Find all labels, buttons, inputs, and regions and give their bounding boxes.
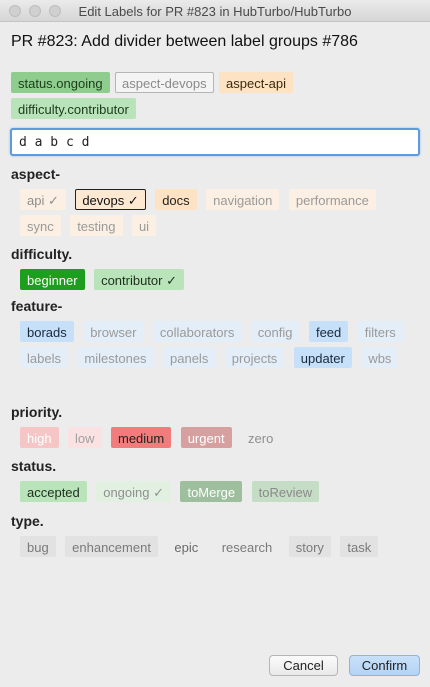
- group-title: status.: [11, 458, 57, 474]
- label-chip[interactable]: milestones: [77, 347, 154, 368]
- close-window-icon[interactable]: [9, 5, 21, 17]
- zoom-window-icon[interactable]: [49, 5, 61, 17]
- selected-label-chip[interactable]: aspect-devops: [115, 72, 214, 93]
- label-chip[interactable]: bug: [20, 536, 56, 557]
- label-chip[interactable]: filters: [357, 321, 403, 342]
- group-labels: beginner contributor ✓: [20, 269, 420, 295]
- selected-label-chip[interactable]: aspect-api: [219, 72, 294, 93]
- group-title: priority.: [11, 404, 63, 420]
- label-chip[interactable]: enhancement: [65, 536, 158, 557]
- label-chip[interactable]: performance: [288, 189, 376, 210]
- group-labels: bug enhancement epic research story task: [20, 536, 420, 562]
- label-chip[interactable]: feed: [308, 321, 349, 342]
- window-title: Edit Labels for PR #823 in HubTurbo/HubT…: [78, 4, 352, 19]
- group-title: type.: [11, 513, 44, 529]
- label-chip[interactable]: urgent: [180, 427, 232, 448]
- group-title: aspect-: [11, 166, 61, 182]
- label-chip[interactable]: projects: [224, 347, 285, 368]
- label-chip[interactable]: low: [68, 427, 102, 448]
- label-chip[interactable]: devops ✓: [75, 189, 146, 210]
- group-labels: accepted ongoing ✓ toMerge toReview: [20, 481, 420, 507]
- label-chip[interactable]: ongoing ✓: [96, 481, 171, 502]
- label-chip[interactable]: api ✓: [20, 189, 66, 210]
- label-chip[interactable]: wbs: [361, 347, 399, 368]
- label-chip[interactable]: contributor ✓: [94, 269, 184, 290]
- selected-label-chip[interactable]: status.ongoing: [11, 72, 110, 93]
- selected-label-chip[interactable]: difficulty.contributor: [11, 98, 136, 119]
- selected-labels: status.ongoing aspect-devops aspect-api …: [11, 72, 421, 124]
- label-chip[interactable]: epic: [167, 536, 206, 557]
- label-chip[interactable]: borads: [20, 321, 74, 342]
- label-chip[interactable]: story: [288, 536, 331, 557]
- label-chip[interactable]: labels: [20, 347, 68, 368]
- label-chip[interactable]: research: [214, 536, 280, 557]
- group-title: feature-: [11, 298, 63, 314]
- label-query-input[interactable]: [10, 128, 420, 156]
- minimize-window-icon[interactable]: [29, 5, 41, 17]
- label-chip[interactable]: navigation: [206, 189, 280, 210]
- label-chip[interactable]: high: [20, 427, 59, 448]
- label-chip[interactable]: panels: [163, 347, 216, 368]
- label-chip[interactable]: sync: [20, 215, 61, 236]
- label-chip[interactable]: config: [250, 321, 300, 342]
- label-chip[interactable]: beginner: [20, 269, 85, 290]
- label-chip[interactable]: collaborators: [152, 321, 242, 342]
- group-labels: high low medium urgent zero: [20, 427, 420, 453]
- pr-title: PR #823: Add divider between label group…: [11, 33, 358, 50]
- label-chip[interactable]: medium: [111, 427, 172, 448]
- label-chip[interactable]: accepted: [20, 481, 87, 502]
- label-chip[interactable]: toReview: [251, 481, 320, 502]
- window-titlebar: Edit Labels for PR #823 in HubTurbo/HubT…: [0, 0, 430, 22]
- label-chip[interactable]: updater: [293, 347, 352, 368]
- group-labels: borads browser collaborators config feed…: [20, 321, 420, 373]
- label-chip[interactable]: zero: [241, 427, 281, 448]
- confirm-button[interactable]: Confirm: [349, 655, 420, 676]
- label-chip[interactable]: browser: [83, 321, 144, 342]
- label-chip[interactable]: task: [340, 536, 379, 557]
- label-chip[interactable]: docs: [155, 189, 197, 210]
- group-title: difficulty.: [11, 246, 73, 262]
- group-labels: api ✓ devops ✓ docs navigation performan…: [20, 189, 420, 241]
- label-chip[interactable]: testing: [70, 215, 123, 236]
- cancel-button[interactable]: Cancel: [269, 655, 338, 676]
- label-chip[interactable]: ui: [131, 215, 157, 236]
- label-chip[interactable]: toMerge: [180, 481, 243, 502]
